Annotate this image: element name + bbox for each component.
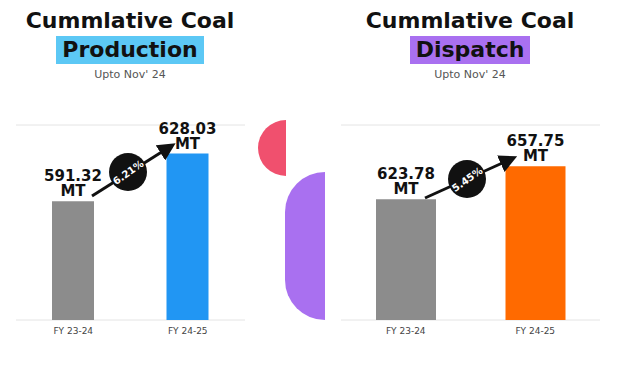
svg-text:628.03MT: 628.03MT	[159, 120, 217, 153]
html-text:Production: Production	[62, 37, 198, 62]
svg-text:5.45%: 5.45%	[450, 165, 485, 194]
html-text:Upto Nov' 24: Upto Nov' 24	[434, 68, 506, 81]
svg-text:FY 23-24: FY 23-24	[53, 326, 93, 336]
svg-text:623.78MT: 623.78MT	[377, 165, 435, 198]
svg-text:FY 24-25: FY 24-25	[168, 326, 208, 336]
html-text:Cummlative Coal: Cummlative Coal	[25, 8, 235, 33]
html-text:Cummlative Coal: Cummlative Coal	[365, 8, 575, 33]
svg-text:FY 23-24: FY 23-24	[386, 326, 426, 336]
html-text:Upto Nov' 24: Upto Nov' 24	[94, 68, 166, 81]
html-text:Dispatch: Dispatch	[415, 37, 525, 62]
svg-text:591.32MT: 591.32MT	[44, 167, 102, 200]
svg-text:6.21%: 6.21%	[111, 158, 146, 187]
svg-text:657.75MT: 657.75MT	[507, 132, 565, 165]
svg-text:FY 24-25: FY 24-25	[515, 326, 555, 336]
